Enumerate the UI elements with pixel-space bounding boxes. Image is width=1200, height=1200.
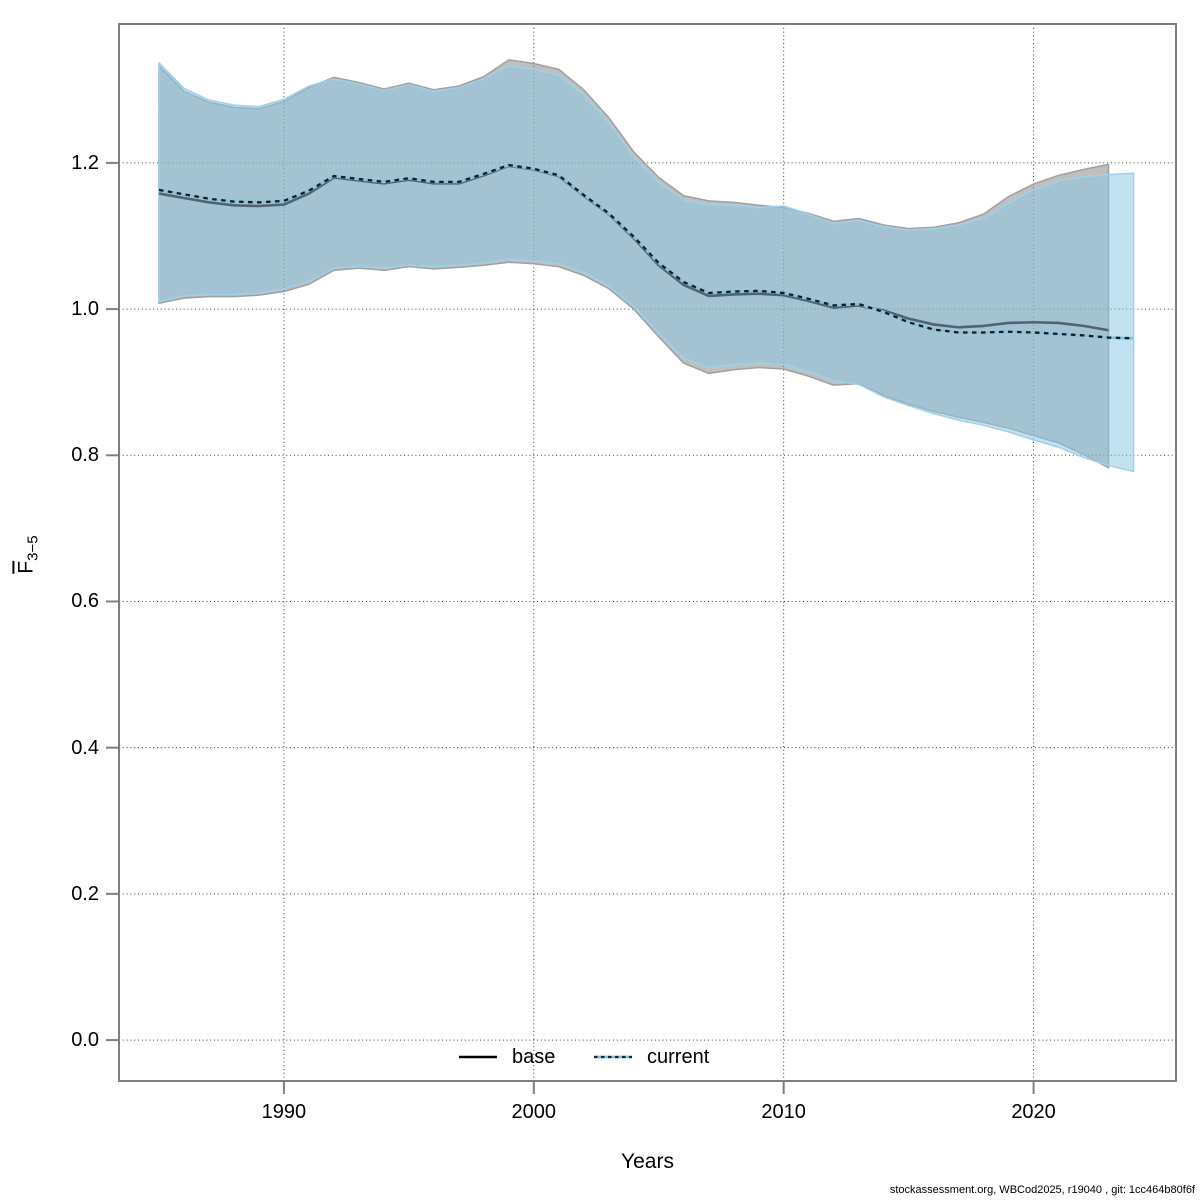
y-axis-label-subscript: 3−5 — [24, 535, 42, 561]
footer-credit: stockassessment.org, WBCod2025, r19040 ,… — [889, 1184, 1195, 1196]
y-tick-label: 0.4 — [71, 736, 99, 759]
current-mean-line-underlay — [158, 163, 1134, 340]
y-axis-label: F3−5 — [14, 475, 45, 635]
x-tick-label: 1990 — [261, 1101, 307, 1123]
y-tick-label: 1.0 — [71, 298, 99, 321]
y-tick-label: 0.6 — [71, 590, 99, 613]
x-tick-label: 2020 — [1011, 1101, 1056, 1123]
legend-label-base: base — [512, 1046, 556, 1068]
x-tick-label: 2000 — [511, 1101, 557, 1123]
y-tick-label: 0.0 — [71, 1029, 99, 1052]
x-axis-label: Years — [621, 1150, 674, 1173]
y-tick-label: 0.2 — [71, 882, 99, 905]
legend-label-current: current — [647, 1046, 710, 1068]
y-axis-label-main: F — [14, 560, 38, 574]
y-tick-label: 0.8 — [71, 444, 99, 467]
x-tick-label: 2010 — [761, 1101, 806, 1123]
y-tick-label: 1.2 — [71, 151, 99, 174]
current-confidence-band — [158, 61, 1135, 473]
plot-border — [118, 23, 1177, 1082]
